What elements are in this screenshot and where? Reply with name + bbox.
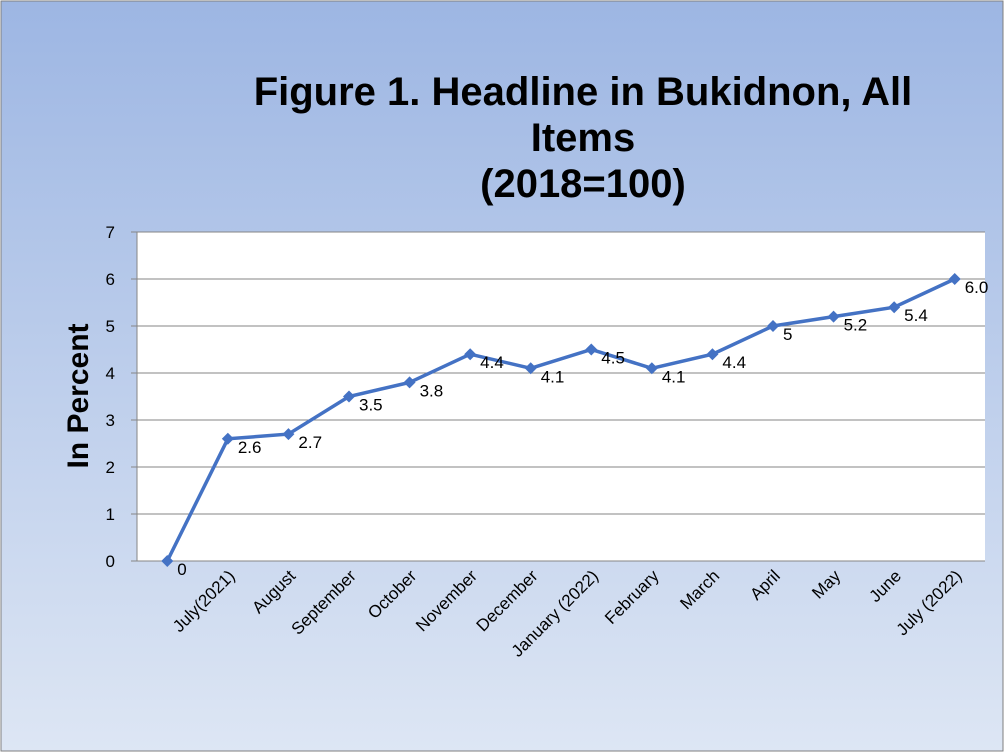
y-axis-label: In Percent — [62, 323, 95, 468]
data-label: 6.0 — [965, 278, 989, 297]
marker — [161, 555, 174, 567]
marker — [645, 362, 658, 375]
marker — [343, 390, 355, 403]
y-tick-label: 4 — [106, 364, 115, 383]
data-label: 5.4 — [904, 306, 928, 325]
y-tick-label: 5 — [106, 317, 115, 336]
plot-area — [137, 232, 985, 561]
chart-title-line: Items — [531, 116, 636, 160]
data-label: 5.2 — [844, 316, 868, 335]
data-label: 4.1 — [541, 367, 565, 386]
data-label: 0 — [177, 560, 186, 579]
marker — [948, 273, 961, 285]
marker — [464, 348, 477, 361]
marker — [827, 310, 840, 323]
marker — [221, 432, 234, 445]
data-label: 5 — [783, 325, 792, 344]
data-label: 4.5 — [601, 349, 625, 368]
y-tick-label: 2 — [106, 458, 115, 477]
data-label: 2.6 — [238, 438, 262, 457]
data-label: 4.1 — [662, 367, 686, 386]
data-label: 4.4 — [722, 353, 746, 372]
line — [165, 277, 956, 562]
chart-title-line: (2018=100) — [480, 162, 686, 206]
chart-title-line: Figure 1. Headline in Bukidnon, All — [254, 70, 913, 114]
y-tick-label: 3 — [106, 411, 115, 430]
marker — [888, 301, 901, 314]
marker — [706, 348, 719, 361]
y-tick-label: 1 — [106, 505, 115, 524]
marker — [403, 376, 416, 389]
data-label: 2.7 — [298, 433, 322, 452]
data-label: 3.8 — [420, 381, 444, 400]
data-label: 3.5 — [359, 396, 383, 415]
y-tick-label: 7 — [106, 223, 115, 242]
marker — [585, 343, 598, 356]
marker — [767, 320, 779, 332]
y-tick-label: 6 — [106, 270, 115, 289]
marker — [282, 428, 295, 441]
marker — [524, 362, 537, 375]
data-label: 4.4 — [480, 353, 504, 372]
y-tick-label: 0 — [106, 552, 115, 571]
